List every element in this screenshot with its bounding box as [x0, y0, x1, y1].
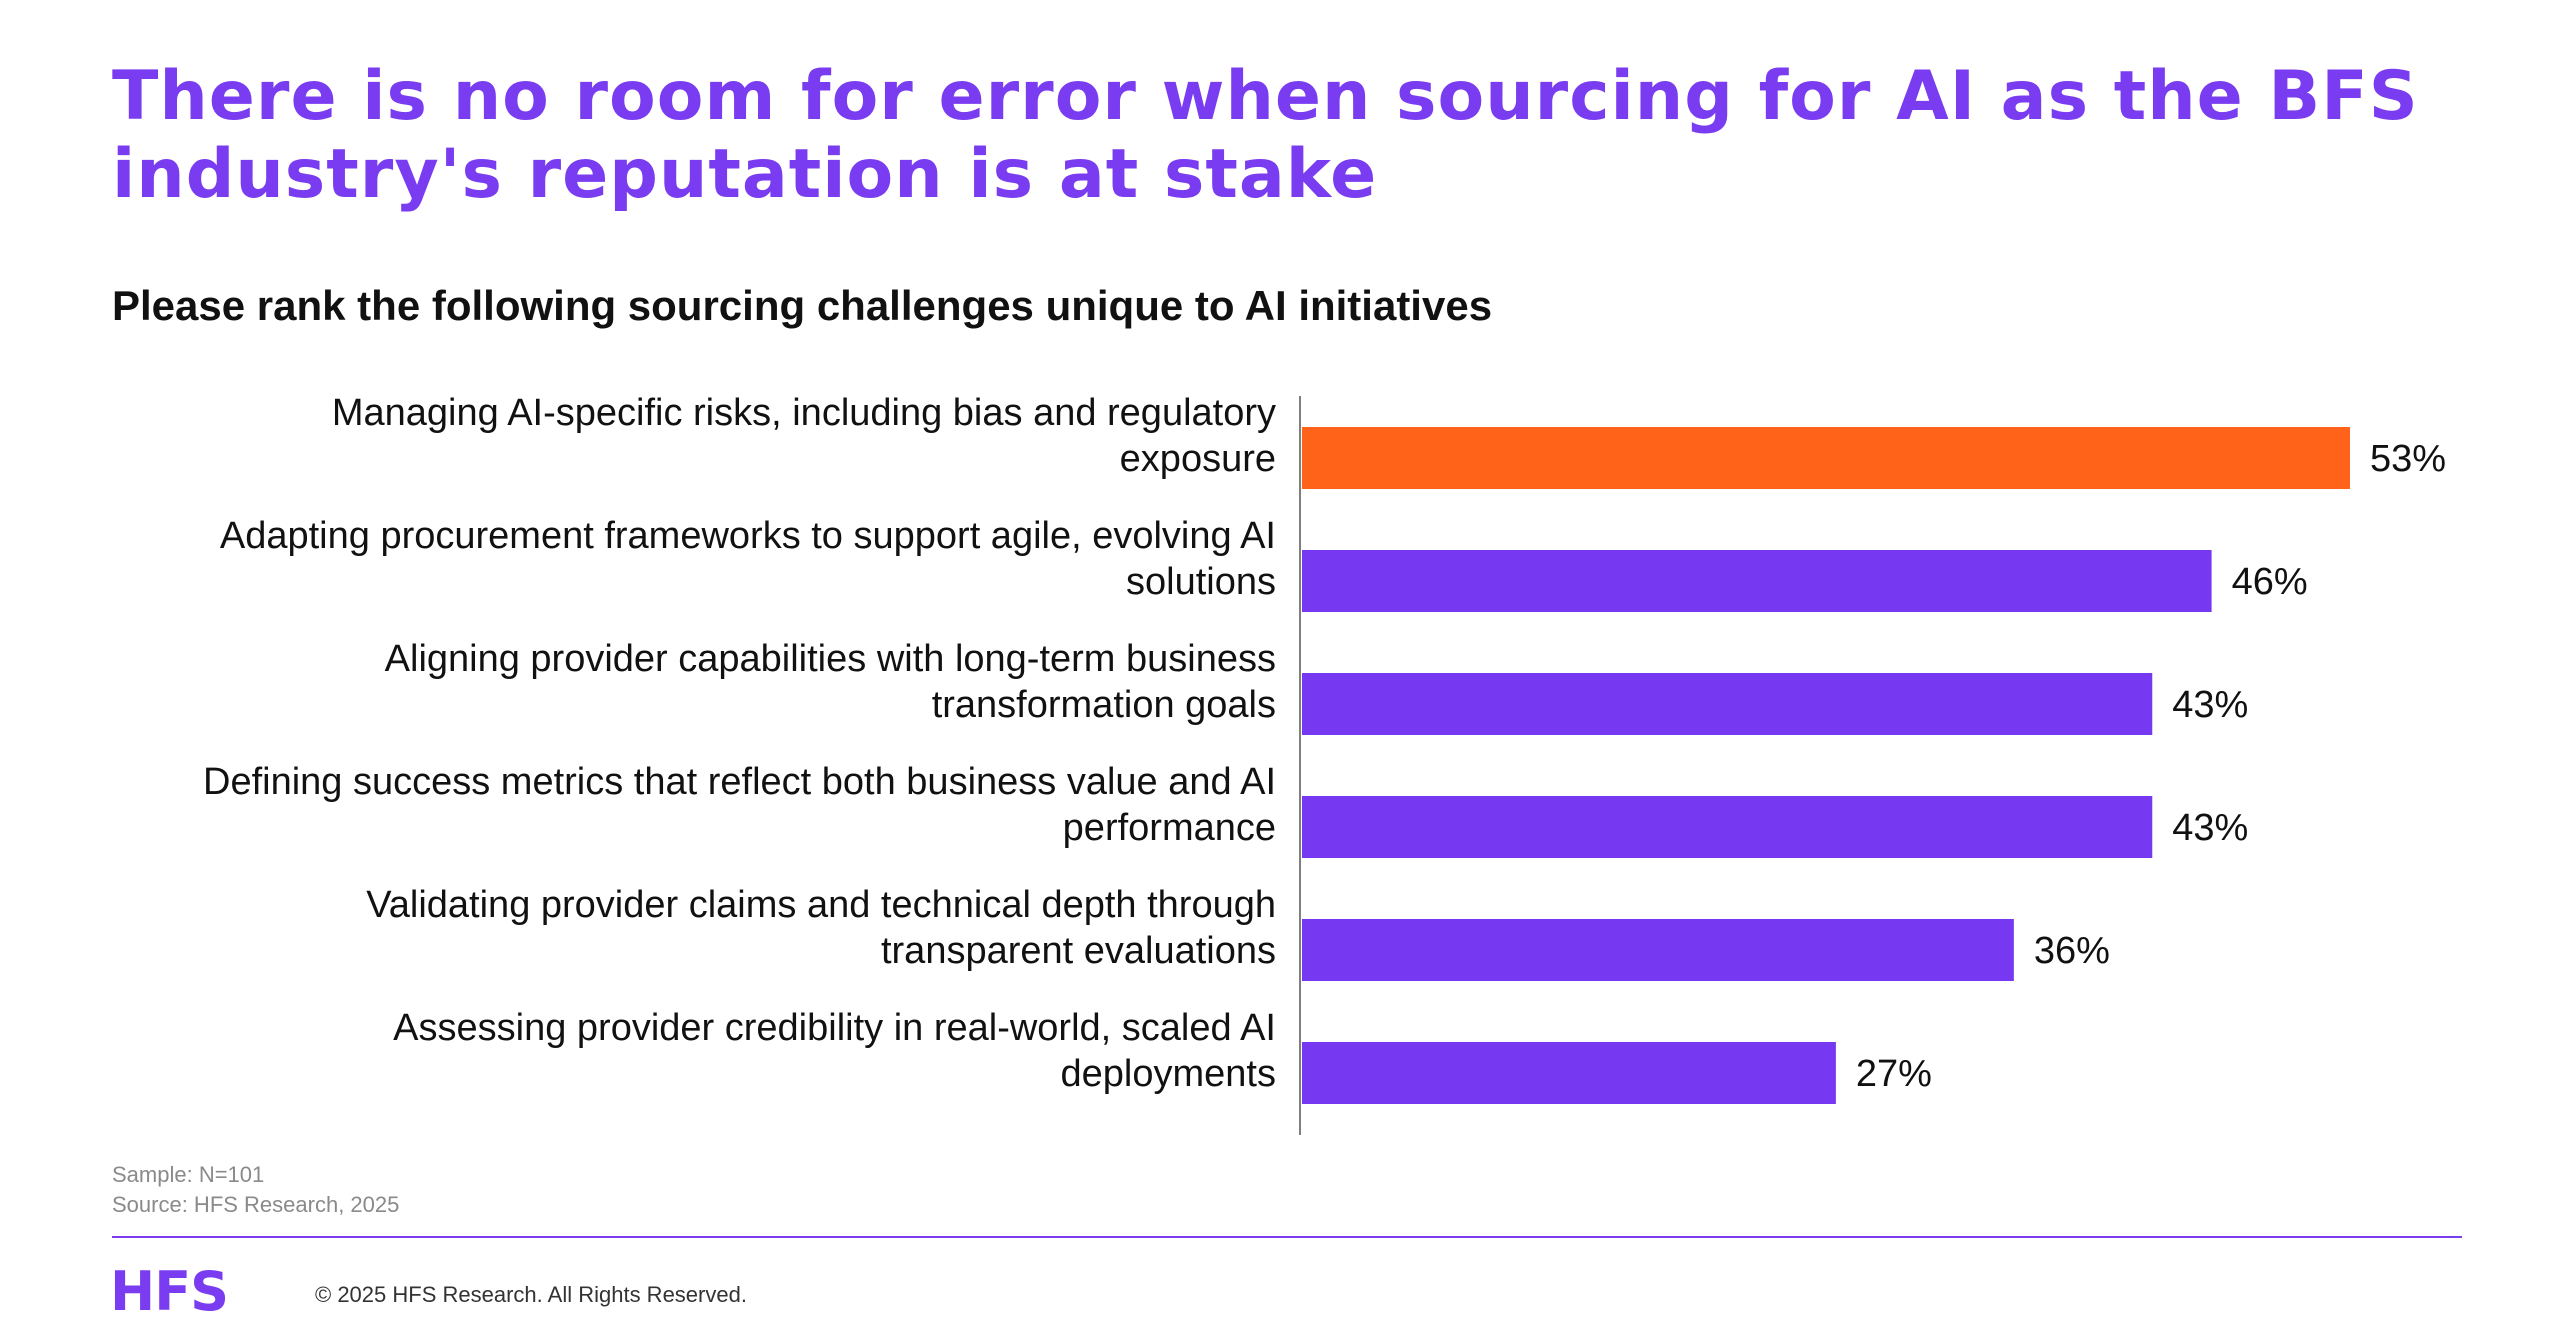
category-label-6: Assessing provider credibility in real-w…	[393, 1007, 1276, 1095]
category-label-4: Defining success metrics that reflect bo…	[203, 761, 1276, 849]
value-label-1: 53%	[2370, 438, 2446, 480]
source-note: Source: HFS Research, 2025	[112, 1192, 400, 1217]
category-label-3: Aligning provider capabilities with long…	[385, 638, 1276, 726]
value-label-4: 43%	[2172, 807, 2248, 849]
category-label-5: Validating provider claims and technical…	[366, 884, 1276, 972]
bar-3	[1302, 673, 2153, 735]
chart-notes: Sample: N=101 Source: HFS Research, 2025	[112, 1160, 399, 1220]
sample-note: Sample: N=101	[112, 1162, 265, 1187]
chart-title: Please rank the following sourcing chall…	[112, 282, 1493, 329]
value-label-3: 43%	[2172, 684, 2248, 726]
bar-6	[1302, 1042, 1836, 1104]
bar-5	[1302, 919, 2014, 981]
footer-divider	[112, 1236, 2462, 1238]
value-label-2: 46%	[2232, 561, 2308, 603]
page-title: There is no room for error when sourcing…	[112, 57, 2419, 214]
bar-4	[1302, 796, 2153, 858]
value-label-5: 36%	[2034, 930, 2110, 972]
bar-2	[1302, 550, 2212, 612]
value-label-6: 27%	[1856, 1053, 1932, 1095]
category-label-2: Adapting procurement frameworks to suppo…	[220, 515, 1276, 603]
hfs-logo: HFS	[110, 1260, 229, 1323]
category-label-1: Managing AI-specific risks, including bi…	[332, 392, 1276, 480]
bar-1	[1302, 427, 2350, 489]
copyright-text: © 2025 HFS Research. All Rights Reserved…	[315, 1282, 747, 1307]
bar-chart: 53% Managing AI-specific risks, including…	[203, 392, 2446, 1135]
